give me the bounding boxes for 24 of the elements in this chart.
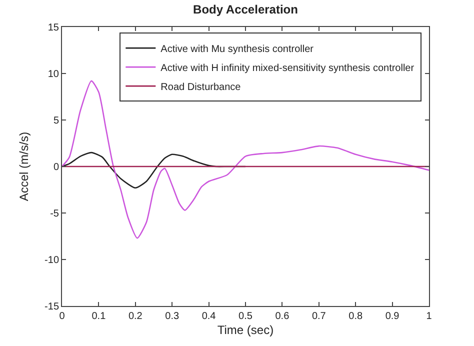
y-tick-label: -15 — [44, 302, 60, 312]
x-tick-label: 0.9 — [385, 311, 400, 322]
x-tick-label: 0.7 — [312, 311, 326, 322]
legend-label: Active with H infinity mixed-sensitivity synthesis controller — [160, 62, 415, 74]
x-tick-label: 0.2 — [128, 311, 143, 322]
y-tick-label: -5 — [50, 208, 60, 220]
legend-label: Road Disturbance — [160, 82, 242, 93]
y-tick-label: 5 — [53, 116, 60, 126]
chart-title: Body Acceleration — [193, 2, 298, 17]
x-tick-label: 0.5 — [238, 311, 253, 322]
y-tick-label: 15 — [48, 22, 60, 34]
x-axis-title: Time (sec) — [217, 322, 274, 337]
x-tick-label: 0.6 — [275, 311, 290, 322]
y-axis-title: Accel (m/s/s) — [17, 132, 31, 202]
line-series — [62, 80, 429, 239]
y-tick-label: 10 — [48, 69, 60, 80]
y-tick-label: -10 — [44, 255, 60, 266]
x-tick-label: 1 — [426, 311, 432, 322]
y-tick-label: 0 — [53, 162, 60, 173]
legend-label: Active with Mu synthesis controller — [160, 44, 314, 55]
x-tick-label: 0.8 — [348, 311, 363, 322]
x-tick-label: 0.1 — [92, 311, 106, 322]
x-tick-label: 0.4 — [202, 311, 216, 322]
x-tick-label: 0.3 — [165, 311, 180, 322]
